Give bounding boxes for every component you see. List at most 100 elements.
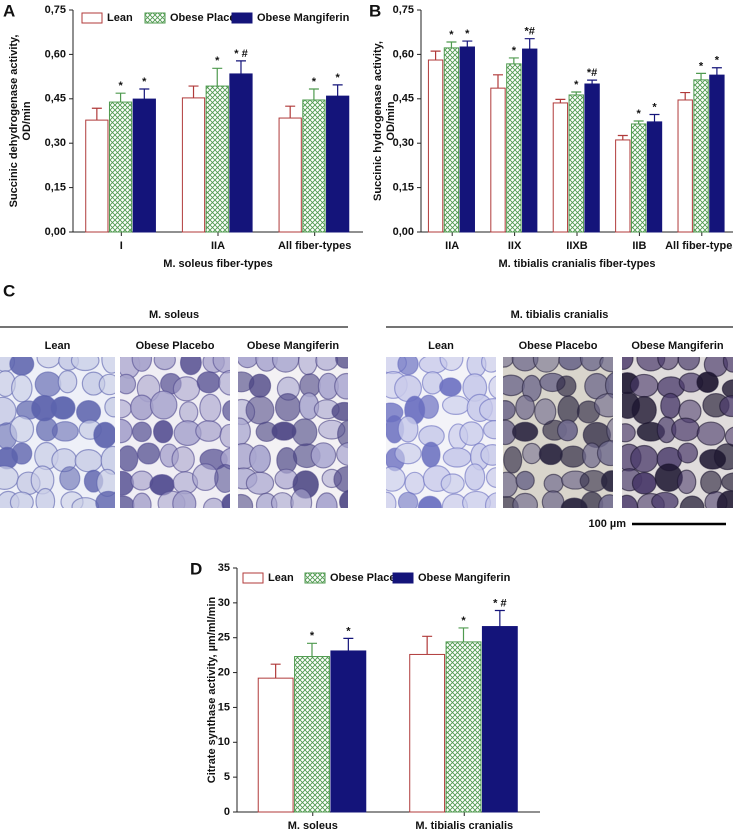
x-tick-label: M. soleus — [288, 820, 338, 829]
bar — [709, 74, 725, 233]
micrograph — [386, 357, 496, 508]
error-bar — [696, 72, 707, 80]
group-title: M. tibialis cranialis — [511, 309, 609, 321]
x-tick-label: IIX — [508, 240, 522, 252]
panel-letter: A — [3, 1, 15, 20]
error-bar — [633, 120, 644, 124]
error-bar — [492, 74, 503, 89]
image-label: Obese Mangiferin — [631, 340, 724, 352]
y-tick-label: 0,45 — [45, 93, 66, 105]
significance-label: * — [699, 60, 704, 72]
legend-swatch — [231, 12, 253, 24]
x-axis-label: M. tibialis cranialis fiber-types — [498, 258, 655, 270]
legend-label: Obese Mangiferin — [257, 12, 350, 24]
legend-label: Obese Placebo — [330, 572, 409, 584]
significance-label: * — [512, 45, 517, 57]
bar — [552, 102, 569, 233]
error-bar — [285, 105, 296, 119]
legend-swatch — [242, 572, 264, 584]
error-bar — [587, 79, 598, 84]
y-axis-label: OD/min — [21, 101, 33, 140]
micrograph — [0, 357, 115, 508]
x-tick-label: IIXB — [566, 240, 587, 252]
error-bar — [446, 41, 457, 48]
bar — [409, 653, 446, 813]
y-tick-label: 0,15 — [45, 182, 66, 194]
legend-label: Lean — [107, 12, 133, 24]
error-bar — [508, 57, 519, 64]
bar — [326, 95, 350, 233]
y-tick-label: 0,30 — [393, 137, 414, 149]
significance-label: * — [652, 101, 657, 113]
y-tick-label: 0,00 — [393, 226, 414, 238]
error-bar — [188, 85, 199, 98]
error-bar — [458, 627, 469, 642]
significance-label: * — [715, 55, 720, 67]
bar — [443, 47, 460, 233]
error-bar — [115, 92, 126, 103]
bar — [278, 117, 302, 233]
bar — [257, 677, 294, 813]
y-tick-label: 0,45 — [393, 93, 414, 105]
image-label: Obese Mangiferin — [247, 340, 340, 352]
y-tick-label: 0,75 — [45, 4, 66, 16]
bar — [481, 626, 518, 813]
significance-label: * # — [234, 48, 247, 60]
y-tick-label: 0 — [224, 806, 230, 818]
significance-label: * — [346, 625, 351, 637]
legend-label: Obese Placebo — [170, 12, 249, 24]
bar — [506, 63, 522, 233]
y-tick-label: 35 — [218, 562, 230, 574]
y-tick-label: 0,00 — [45, 226, 66, 238]
significance-label: *# — [587, 67, 597, 79]
image-label: Lean — [45, 340, 71, 352]
significance-label: * — [142, 76, 147, 88]
significance-label: * — [465, 28, 470, 40]
bar — [568, 94, 584, 233]
error-bar — [308, 88, 319, 100]
legend-swatch — [144, 12, 166, 24]
bar — [522, 48, 538, 233]
y-tick-label: 0,60 — [45, 48, 66, 60]
significance-label: * — [574, 79, 579, 91]
error-bar — [430, 50, 441, 61]
bar — [677, 99, 693, 233]
significance-label: * — [310, 630, 315, 642]
significance-label: * — [449, 29, 454, 41]
x-tick-label: IIA — [445, 240, 459, 252]
x-axis-label: M. soleus fiber-types — [163, 258, 272, 270]
error-bar — [524, 38, 535, 50]
x-tick-label: M. tibialis cranialis — [415, 820, 513, 829]
bar — [229, 73, 253, 233]
significance-label: * — [637, 108, 642, 120]
error-bar — [307, 642, 317, 657]
error-bar — [649, 113, 660, 122]
bar — [646, 121, 663, 233]
error-bar — [555, 98, 566, 103]
error-bar — [235, 60, 246, 74]
legend-label: Lean — [268, 572, 294, 584]
bar — [330, 650, 367, 813]
significance-label: * — [215, 55, 220, 67]
x-tick-label: I — [120, 240, 123, 252]
bar — [445, 641, 482, 813]
bar — [584, 83, 600, 233]
legend-swatch — [81, 12, 103, 24]
scale-bar-label: 100 µm — [588, 518, 626, 530]
image-label: Obese Placebo — [519, 340, 598, 352]
panel-letter: D — [190, 559, 202, 578]
y-tick-label: 25 — [218, 632, 230, 644]
error-bar — [139, 88, 150, 100]
bar — [693, 79, 709, 233]
x-tick-label: IIB — [632, 240, 646, 252]
bar — [108, 101, 133, 233]
error-bar — [270, 663, 281, 679]
error-bar — [343, 637, 354, 651]
legend-label: Obese Mangiferin — [418, 572, 511, 584]
legend-swatch — [392, 572, 414, 584]
bar — [490, 87, 506, 233]
significance-label: * — [118, 80, 123, 92]
bar — [615, 139, 631, 233]
image-label: Lean — [428, 340, 454, 352]
error-bar — [680, 91, 691, 100]
